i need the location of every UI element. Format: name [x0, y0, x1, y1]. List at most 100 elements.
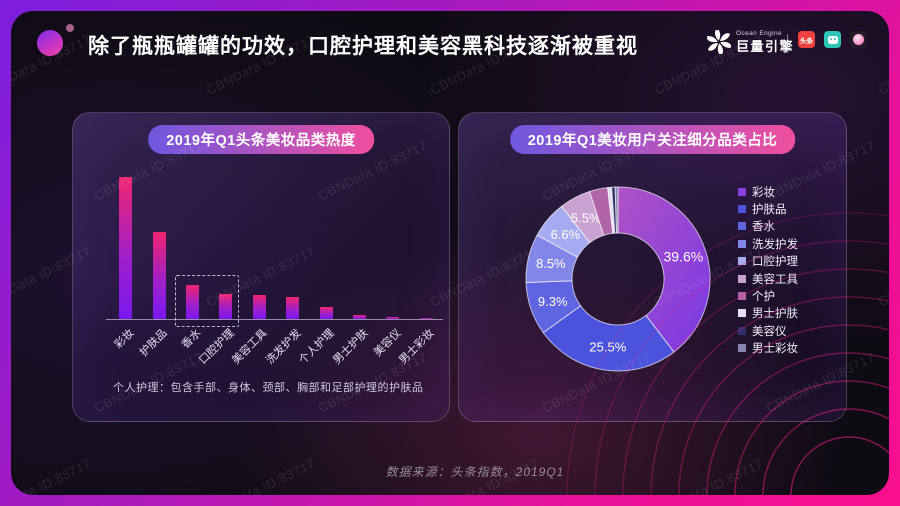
bar-chart-title: 2019年Q1头条美妆品类热度	[148, 125, 374, 154]
bar-category-label: 洗发护发	[263, 327, 304, 367]
bar	[152, 232, 166, 319]
donut-slice	[542, 305, 675, 372]
bar-column	[376, 177, 409, 319]
logo-text-en: Ocean Engine	[736, 30, 782, 38]
robot-face-app-icon	[824, 31, 841, 48]
legend-marker	[738, 344, 746, 353]
camera-lens-glyph	[853, 34, 864, 45]
legend-item: 美容仪	[738, 322, 798, 339]
bar-category-label: 美容仪	[371, 327, 404, 359]
legend-marker	[738, 257, 746, 266]
legend-item: 男士护肤	[738, 305, 798, 322]
legend-label: 美容仪	[752, 325, 787, 338]
bar	[386, 317, 400, 319]
bar-category-label: 男士护肤	[330, 327, 371, 367]
legend-marker	[738, 187, 746, 196]
legend-label: 个护	[752, 291, 775, 304]
bar-category-label: 香水	[179, 327, 204, 352]
bar-chart-panel: 2019年Q1头条美妆品类热度 彩妆 护肤品 香水 口腔护理 美容工具 洗发护发 个人护理男…	[72, 112, 450, 422]
legend-marker	[738, 292, 746, 301]
watermark-text: CBNData ID:83717	[876, 456, 889, 495]
donut-data-label: 25.5%	[589, 340, 626, 355]
watermark-text: CBNData ID:83717	[11, 455, 94, 495]
legend-label: 彩妆	[752, 186, 775, 199]
bar-category-label: 美容工具	[230, 327, 270, 367]
logo-divider	[787, 34, 788, 53]
bar-column	[343, 177, 376, 319]
legend-item: 口腔护理	[738, 253, 798, 270]
legend-marker	[738, 274, 746, 283]
legend-label: 护肤品	[752, 204, 787, 217]
legend-marker	[738, 239, 746, 248]
bar-category-label: 口腔护理	[196, 327, 237, 367]
watermark-text: CBNData ID:83717	[651, 455, 766, 495]
bar-category-label: 护肤品	[137, 327, 170, 359]
legend-label: 美容工具	[752, 273, 798, 286]
donut-data-label: 5.5%	[571, 211, 601, 226]
bar-category-label: 个人护理	[297, 327, 337, 367]
legend-label: 男士彩妆	[752, 343, 798, 356]
legend-item: 美容工具	[738, 270, 798, 287]
bar-chart-footnote: 个人护理：包含手部、身体、颈部、胸部和足部护理的护肤品	[113, 382, 424, 394]
legend-label: 香水	[752, 221, 775, 234]
legend-marker	[738, 309, 746, 318]
legend-marker	[738, 222, 746, 231]
data-source: 数据来源：头条指数，2019Q1	[385, 465, 565, 479]
bar-column	[176, 177, 209, 319]
robot-face-glyph	[827, 35, 838, 44]
slide-frame: 除了瓶瓶罐罐的功效，口腔护理和美容黑科技逐渐被重视 Ocean Engine 巨…	[11, 11, 889, 495]
ocean-engine-wordmark: Ocean Engine 巨量引擎	[736, 31, 794, 53]
legend-item: 彩妆	[738, 183, 798, 200]
legend-item: 洗发护发	[738, 235, 798, 252]
donut-data-label: 6.6%	[551, 227, 581, 242]
pinwheel-logo-icon	[707, 30, 731, 54]
highlight-dashed-box	[175, 275, 239, 327]
donut-chart-panel: 2019年Q1美妆用户关注细分品类占比 39.6% 25.5% 9.3% 8.5% 6.…	[458, 112, 847, 422]
bar	[353, 315, 367, 319]
bar-column	[142, 177, 175, 319]
legend-item: 男士彩妆	[738, 340, 798, 357]
bar-column	[276, 177, 309, 319]
donut-data-label: 39.6%	[663, 248, 703, 264]
bar	[286, 297, 300, 319]
donut-data-label: 9.3%	[538, 294, 568, 309]
toutiao-app-icon: 头条	[798, 31, 815, 48]
watermark-text: CBNData ID:83717	[875, 32, 889, 98]
bar-column	[209, 177, 242, 319]
legend-item: 护肤品	[738, 200, 798, 217]
camera-app-icon	[850, 31, 867, 48]
donut-chart: 39.6% 25.5% 9.3% 8.5% 6.6%5.5%	[525, 186, 711, 372]
bar-category-label: 彩妆	[112, 327, 137, 352]
watermark-text: CBNData ID:83717	[875, 244, 889, 310]
bar	[319, 306, 333, 319]
bar	[252, 294, 266, 319]
donut-data-label: 8.5%	[536, 256, 566, 271]
donut-slice	[614, 186, 619, 234]
legend-item: 个护	[738, 287, 798, 304]
bar-chart-axis-line	[106, 319, 443, 320]
bar-category-label: 男士彩妆	[397, 327, 437, 367]
legend-item: 香水	[738, 218, 798, 235]
bar-column	[243, 177, 276, 319]
app-icon-row: 头条	[798, 31, 867, 48]
donut-legend: 彩妆护肤品香水 洗发护发口腔护理美容工具个护男士护肤美容仪男士彩妆	[738, 183, 798, 357]
bar-column	[109, 177, 142, 319]
logo-text-zh: 巨量引擎	[736, 38, 795, 54]
bar	[186, 284, 200, 319]
bar-column	[309, 177, 342, 319]
donut-slice	[617, 186, 711, 353]
decorative-small-dot	[66, 24, 74, 32]
legend-label: 男士护肤	[752, 308, 798, 321]
legend-marker	[738, 326, 746, 335]
bar	[119, 177, 133, 319]
ocean-engine-logo: Ocean Engine 巨量引擎	[707, 30, 794, 54]
page-title: 除了瓶瓶罐罐的功效，口腔护理和美容黑科技逐渐被重视	[88, 35, 638, 58]
bar	[419, 318, 433, 319]
watermark-text: CBNData ID:83717	[203, 455, 318, 495]
legend-label: 口腔护理	[752, 256, 798, 269]
legend-marker	[738, 205, 746, 214]
bar-chart	[109, 177, 443, 319]
decorative-gradient-dot	[37, 30, 63, 56]
decorative-arc	[790, 436, 889, 495]
